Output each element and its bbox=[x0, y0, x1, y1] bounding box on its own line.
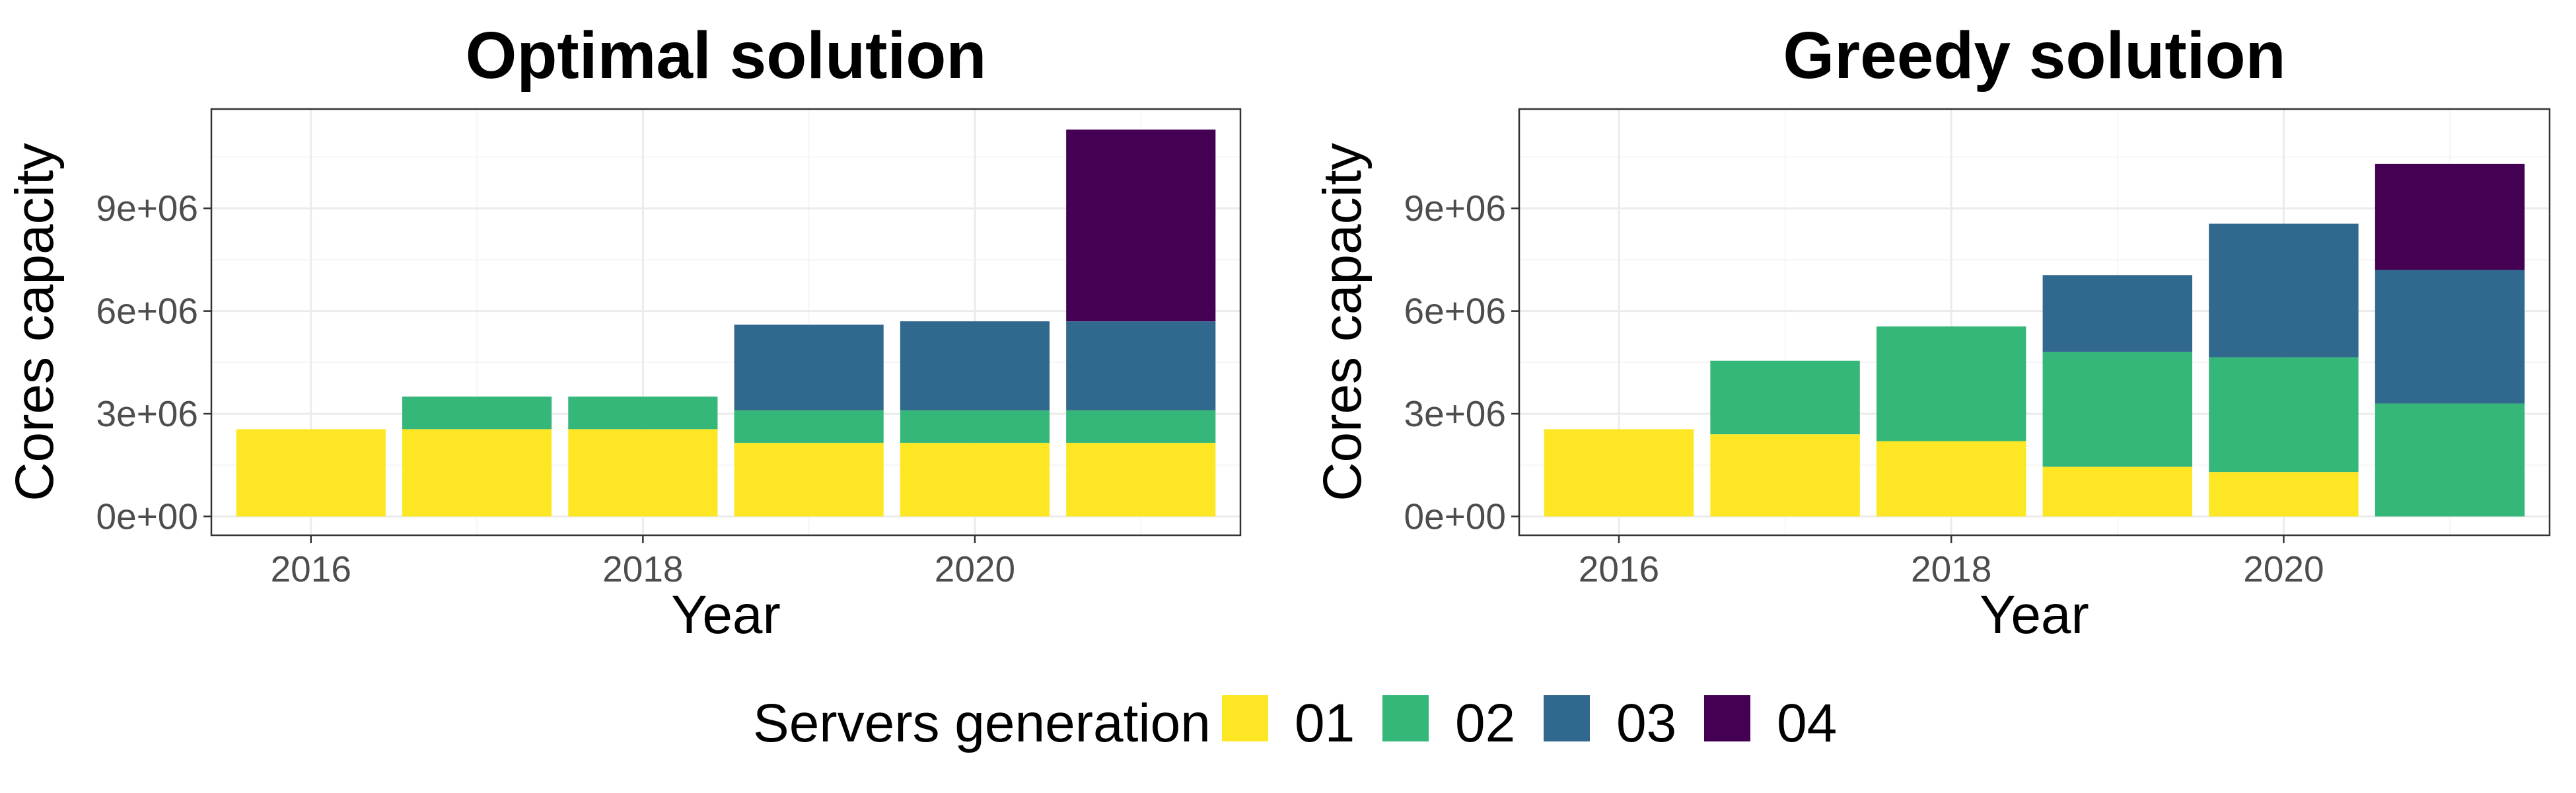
bar-2019-gen-02 bbox=[734, 410, 884, 443]
legend-key-03 bbox=[1544, 695, 1590, 741]
x-tick-label: 2020 bbox=[935, 548, 1015, 589]
bar-2019-gen-03 bbox=[734, 324, 884, 410]
bar-2019-gen-01 bbox=[734, 443, 884, 517]
legend-label-04: 04 bbox=[1777, 693, 1837, 753]
y-axis-title: Cores capacity bbox=[1312, 143, 1373, 501]
bar-2021-gen-03 bbox=[2375, 270, 2525, 404]
bar-2020-gen-03 bbox=[2209, 223, 2359, 358]
bar-2017-gen-01 bbox=[1710, 434, 1860, 517]
panel-title: Optimal solution bbox=[466, 19, 987, 93]
legend-title: Servers generation bbox=[753, 693, 1211, 753]
bar-2020-gen-03 bbox=[900, 321, 1050, 410]
bar-2018-gen-02 bbox=[1876, 326, 2026, 441]
legend: Servers generation 01 02 03 04 bbox=[753, 693, 1837, 753]
bar-2021-gen-02 bbox=[1066, 410, 1216, 443]
bar-2020-gen-01 bbox=[2209, 472, 2359, 517]
bar-2020-gen-02 bbox=[2209, 357, 2359, 472]
bar-2018-gen-01 bbox=[1876, 441, 2026, 517]
bar-2019-gen-03 bbox=[2042, 275, 2193, 352]
y-tick-label: 6e+06 bbox=[96, 291, 198, 332]
optimal-solution-panel: Optimal solution 0e+00 3e+06 6e+06 9e+06 2016… bbox=[5, 19, 1242, 645]
bar-2017-gen-02 bbox=[1710, 360, 1860, 435]
bar-2018-gen-02 bbox=[568, 397, 718, 430]
bar-2021-gen-03 bbox=[1066, 321, 1216, 410]
x-tick-label: 2018 bbox=[1911, 548, 1991, 589]
legend-key-02 bbox=[1382, 695, 1429, 741]
bar-2019-gen-02 bbox=[2042, 352, 2193, 467]
y-tick-label: 6e+06 bbox=[1404, 291, 1506, 332]
legend-label-01: 01 bbox=[1295, 693, 1355, 753]
y-tick-label: 0e+00 bbox=[1404, 496, 1506, 537]
x-tick-label: 2016 bbox=[1579, 548, 1659, 589]
bar-2020-gen-01 bbox=[900, 443, 1050, 517]
bar-2017-gen-02 bbox=[402, 397, 552, 430]
y-tick-label: 9e+06 bbox=[1404, 188, 1506, 229]
bar-2019-gen-01 bbox=[2042, 467, 2193, 517]
bar-2021-gen-04 bbox=[2375, 163, 2525, 270]
x-tick-label: 2018 bbox=[602, 548, 683, 589]
y-tick-label: 3e+06 bbox=[1404, 393, 1506, 434]
bar-2021-gen-01 bbox=[1066, 443, 1216, 517]
y-tick-label: 3e+06 bbox=[96, 393, 198, 434]
y-tick-label: 9e+06 bbox=[96, 188, 198, 229]
x-axis-title: Year bbox=[671, 585, 781, 645]
bar-2021-gen-02 bbox=[2375, 403, 2525, 517]
x-axis-title: Year bbox=[1980, 585, 2089, 645]
legend-label-02: 02 bbox=[1455, 693, 1515, 753]
plot-frame bbox=[210, 108, 1242, 537]
legend-key-01 bbox=[1222, 695, 1268, 741]
greedy-solution-panel: Greedy solution 0e+00 3e+06 6e+06 9e+06 2016 2… bbox=[1312, 19, 2551, 645]
x-tick-label: 2020 bbox=[2243, 548, 2324, 589]
legend-key-04 bbox=[1704, 695, 1750, 741]
bar-2017-gen-01 bbox=[402, 429, 552, 517]
bar-2016-gen-01 bbox=[1544, 429, 1694, 517]
bar-2020-gen-02 bbox=[900, 410, 1050, 443]
plot-frame bbox=[1518, 108, 2551, 537]
x-tick-label: 2016 bbox=[271, 548, 351, 589]
bar-2016-gen-01 bbox=[236, 429, 386, 517]
y-tick-label: 0e+00 bbox=[96, 496, 198, 537]
bar-2021-gen-04 bbox=[1066, 130, 1216, 322]
y-axis-title: Cores capacity bbox=[5, 143, 65, 501]
panel-title: Greedy solution bbox=[1783, 19, 2285, 93]
bar-2018-gen-01 bbox=[568, 429, 718, 517]
legend-label-03: 03 bbox=[1616, 693, 1676, 753]
